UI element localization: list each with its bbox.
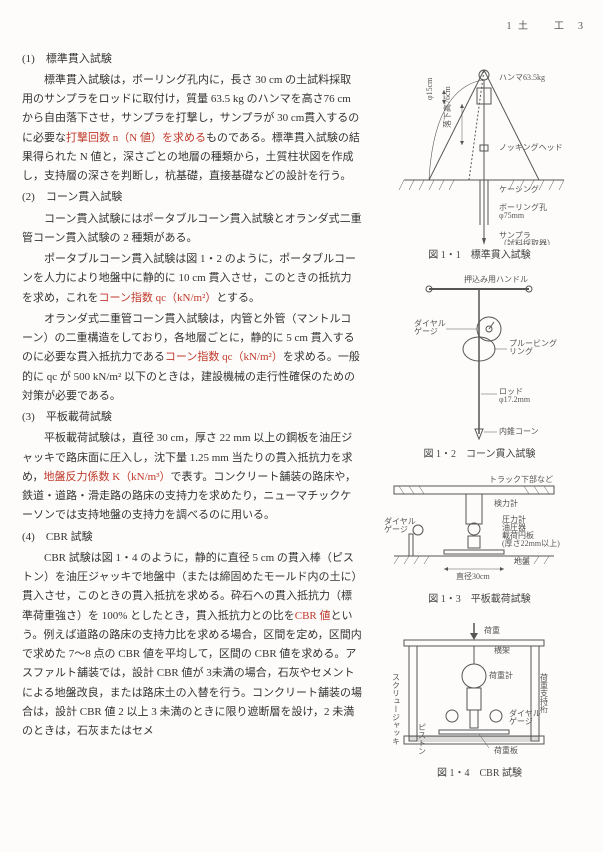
f4-screw: スクリュージャッキ (392, 673, 401, 745)
main-layout: (1) 標準貫入試験 標準貫入試験は，ボーリング孔内に，長さ 30 cm の土試… (22, 50, 585, 793)
f2-dial2: ゲージ (414, 326, 438, 336)
svg-text:荷重板: 荷重板 (494, 745, 518, 755)
text-column: (1) 標準貫入試験 標準貫入試験は，ボーリング孔内に，長さ 30 cm の土試… (22, 50, 362, 793)
paragraph: CBR 試験は図 1・4 のように，静的に直径 5 cm の貫入棒（ピストン）を… (22, 549, 362, 742)
f2-rod2: φ17.2mm (499, 395, 531, 404)
figure-2: 押込み用ハンドル ダイヤル ゲージ プルービング リング ロッド φ17.2mm… (374, 274, 585, 464)
svg-text:落下高76cm: 落下高76cm (442, 85, 452, 128)
svg-text:内錐コーン: 内錐コーン (499, 426, 539, 436)
paragraph: コーン貫入試験にはポータブルコーン貫入試験とオランダ式二重管コーン貫入試験の 2… (22, 210, 362, 249)
figure-3: トラック下部など 検力計 ダイヤル ゲージ 圧力計 油圧器 載荷円板 (厚さ22… (374, 474, 585, 609)
svg-text:ハンマ63.5kg: ハンマ63.5kg (499, 73, 545, 82)
svg-text:φ15cm: φ15cm (425, 76, 434, 99)
paragraph: ポータブルコーン貫入試験は図 1・2 のように，ポータブルコーンを人力により地盤… (22, 250, 362, 308)
section-title: (4) CBR 試験 (22, 528, 362, 547)
figure-4: 荷重 (374, 618, 585, 783)
svg-text:地盤: 地盤 (514, 556, 530, 566)
f4-dial2: ゲージ (509, 716, 533, 726)
fig3-caption: 図 1・3 平板載荷試験 (374, 591, 585, 609)
figure-1: ハンマ63.5kg ノッキングヘッド ケーシング ボーリング孔 φ75mm サン… (374, 50, 585, 265)
fig4-caption: 図 1・4 CBR 試験 (374, 765, 585, 783)
svg-text:押込み用ハンドル: 押込み用ハンドル (464, 274, 528, 284)
paragraph: 標準貫入試験は，ボーリング孔内に，長さ 30 cm の土試料採取用のサンプラをロ… (22, 71, 362, 187)
sampler-l2: （試料採取器） (499, 238, 555, 245)
f4-sup: 荷重支持桁 (540, 672, 549, 714)
svg-text:直径30cm: 直径30cm (456, 571, 491, 581)
svg-text:ノッキングヘッド: ノッキングヘッド (499, 142, 563, 152)
section-title: (2) コーン貫入試験 (22, 188, 362, 207)
fig1-caption: 図 1・1 標準貫入試験 (374, 247, 585, 265)
paragraph: 平板載荷試験は，直径 30 cm，厚さ 22 mm 以上の鋼板を油圧ジャッキで路… (22, 429, 362, 525)
page-header: 1 土 工 3 (22, 18, 585, 36)
f3-j4: (厚さ22mm以上) (502, 539, 560, 548)
svg-text:検力計: 検力計 (494, 498, 518, 508)
section-title: (3) 平板載荷試験 (22, 408, 362, 427)
figure-column: ハンマ63.5kg ノッキングヘッド ケーシング ボーリング孔 φ75mm サン… (374, 50, 585, 793)
svg-text:横架: 横架 (494, 645, 510, 655)
f4-piston: ピストン (418, 723, 427, 755)
svg-text:荷重: 荷重 (484, 625, 500, 635)
svg-text:荷重計: 荷重計 (489, 670, 513, 680)
f2-ring2: リング (509, 346, 533, 356)
svg-text:トラック下部など: トラック下部など (489, 474, 553, 484)
boring-label2: φ75mm (499, 211, 525, 220)
f3-dial2: ゲージ (384, 524, 408, 534)
fig2-caption: 図 1・2 コーン貫入試験 (374, 446, 585, 464)
section-title: (1) 標準貫入試験 (22, 50, 362, 69)
paragraph: オランダ式二重管コーン貫入試験は，内管と外管（マントルコーン）の二重構造をしてお… (22, 310, 362, 406)
svg-text:ケーシング: ケーシング (499, 184, 539, 194)
